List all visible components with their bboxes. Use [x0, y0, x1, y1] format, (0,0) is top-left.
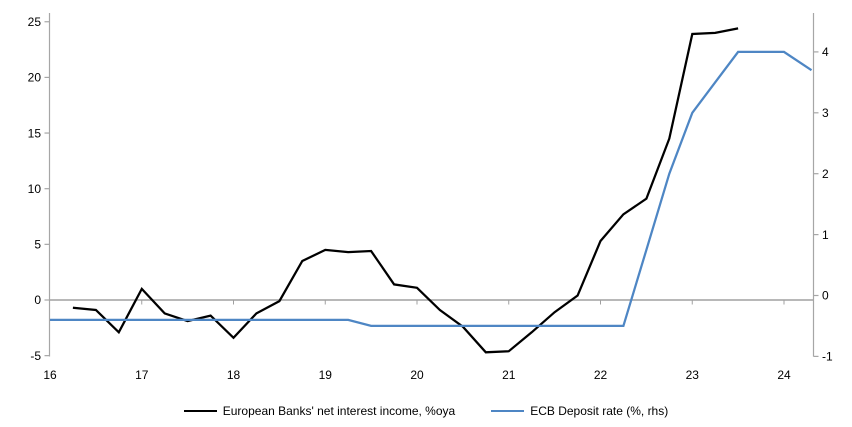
- x-tick-label: 23: [686, 368, 700, 382]
- left-tick-label: 0: [34, 293, 41, 307]
- chart-legend: European Banks' net interest income, %oy…: [0, 402, 852, 420]
- x-tick-label: 17: [135, 368, 149, 382]
- right-tick-label: 4: [822, 45, 829, 59]
- left-tick-label: 20: [28, 71, 42, 85]
- deposit-rate-line-swatch: [491, 409, 525, 413]
- left-tick-label: 10: [28, 182, 42, 196]
- deposit-rate-line: [50, 50, 813, 328]
- x-tick-label: 20: [410, 368, 424, 382]
- legend-item-nii: European Banks' net interest income, %oy…: [183, 404, 456, 418]
- x-tick-label: 18: [227, 368, 241, 382]
- left-tick-label: -5: [30, 349, 41, 363]
- right-tick-label: 0: [822, 289, 829, 303]
- nii-legend-label: European Banks' net interest income, %oy…: [222, 404, 456, 418]
- x-tick-label: 24: [777, 368, 791, 382]
- right-tick-label: 2: [822, 167, 829, 181]
- nii-line-swatch: [183, 409, 217, 413]
- x-tick-label: 19: [319, 368, 333, 382]
- x-tick-label: 16: [43, 368, 57, 382]
- left-tick-label: 15: [28, 126, 42, 140]
- right-tick-label: 3: [822, 106, 829, 120]
- deposit-rate-legend-label: ECB Deposit rate (%, rhs): [530, 404, 669, 418]
- legend-item-deposit-rate: ECB Deposit rate (%, rhs): [491, 404, 668, 418]
- left-tick-label: 25: [28, 15, 42, 29]
- nii-line: [72, 27, 739, 354]
- x-tick-label: 22: [594, 368, 608, 382]
- right-tick-label: 1: [822, 228, 829, 242]
- x-tick-label: 21: [502, 368, 516, 382]
- right-tick-label: -1: [822, 350, 833, 364]
- left-tick-label: 5: [34, 238, 41, 252]
